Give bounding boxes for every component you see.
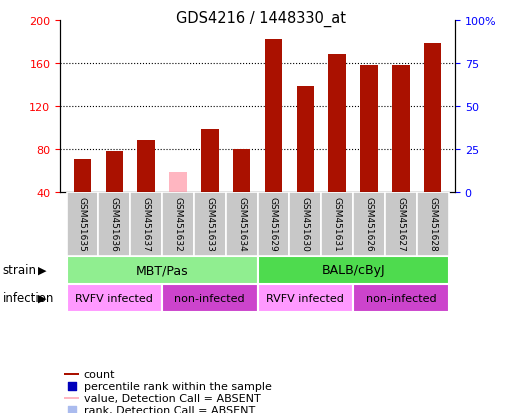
- Bar: [130, 192, 162, 256]
- Text: MBT/Pas: MBT/Pas: [136, 263, 188, 277]
- Point: [67, 382, 76, 389]
- Bar: [74, 160, 91, 192]
- Bar: [328, 55, 346, 192]
- Bar: [106, 151, 123, 192]
- Text: percentile rank within the sample: percentile rank within the sample: [84, 381, 272, 391]
- Text: GSM451630: GSM451630: [301, 197, 310, 252]
- Text: ▶: ▶: [38, 293, 46, 303]
- Text: value, Detection Call = ABSENT: value, Detection Call = ABSENT: [84, 393, 260, 403]
- Bar: [66, 256, 258, 284]
- Bar: [258, 284, 353, 312]
- Bar: [64, 373, 79, 375]
- Text: non-infected: non-infected: [366, 293, 436, 303]
- Bar: [353, 284, 449, 312]
- Text: GSM451626: GSM451626: [365, 197, 373, 252]
- Bar: [258, 256, 449, 284]
- Text: GDS4216 / 1448330_at: GDS4216 / 1448330_at: [176, 10, 347, 26]
- Text: GSM451632: GSM451632: [174, 197, 183, 252]
- Text: BALB/cByJ: BALB/cByJ: [321, 263, 385, 277]
- Bar: [64, 397, 79, 399]
- Text: RVFV infected: RVFV infected: [75, 293, 153, 303]
- Bar: [392, 66, 410, 192]
- Point: [67, 406, 76, 413]
- Bar: [360, 66, 378, 192]
- Text: infection: infection: [3, 292, 54, 305]
- Bar: [162, 284, 258, 312]
- Text: rank, Detection Call = ABSENT: rank, Detection Call = ABSENT: [84, 405, 255, 413]
- Bar: [265, 40, 282, 192]
- Bar: [98, 192, 130, 256]
- Bar: [194, 192, 226, 256]
- Text: GSM451628: GSM451628: [428, 197, 437, 252]
- Bar: [138, 140, 155, 192]
- Text: ▶: ▶: [38, 265, 46, 275]
- Bar: [417, 192, 449, 256]
- Bar: [66, 192, 98, 256]
- Bar: [169, 173, 187, 192]
- Text: GSM451627: GSM451627: [396, 197, 405, 252]
- Text: GSM451635: GSM451635: [78, 197, 87, 252]
- Text: strain: strain: [3, 263, 37, 277]
- Text: GSM451634: GSM451634: [237, 197, 246, 252]
- Text: GSM451629: GSM451629: [269, 197, 278, 252]
- Text: RVFV infected: RVFV infected: [266, 293, 344, 303]
- Bar: [201, 130, 219, 192]
- Text: count: count: [84, 369, 116, 379]
- Bar: [297, 87, 314, 192]
- Bar: [385, 192, 417, 256]
- Bar: [233, 149, 251, 192]
- Text: GSM451631: GSM451631: [333, 197, 342, 252]
- Bar: [162, 192, 194, 256]
- Text: GSM451637: GSM451637: [142, 197, 151, 252]
- Bar: [226, 192, 258, 256]
- Bar: [66, 284, 162, 312]
- Bar: [353, 192, 385, 256]
- Text: GSM451633: GSM451633: [206, 197, 214, 252]
- Text: non-infected: non-infected: [175, 293, 245, 303]
- Bar: [289, 192, 321, 256]
- Text: GSM451636: GSM451636: [110, 197, 119, 252]
- Bar: [258, 192, 289, 256]
- Bar: [321, 192, 353, 256]
- Bar: [424, 44, 441, 192]
